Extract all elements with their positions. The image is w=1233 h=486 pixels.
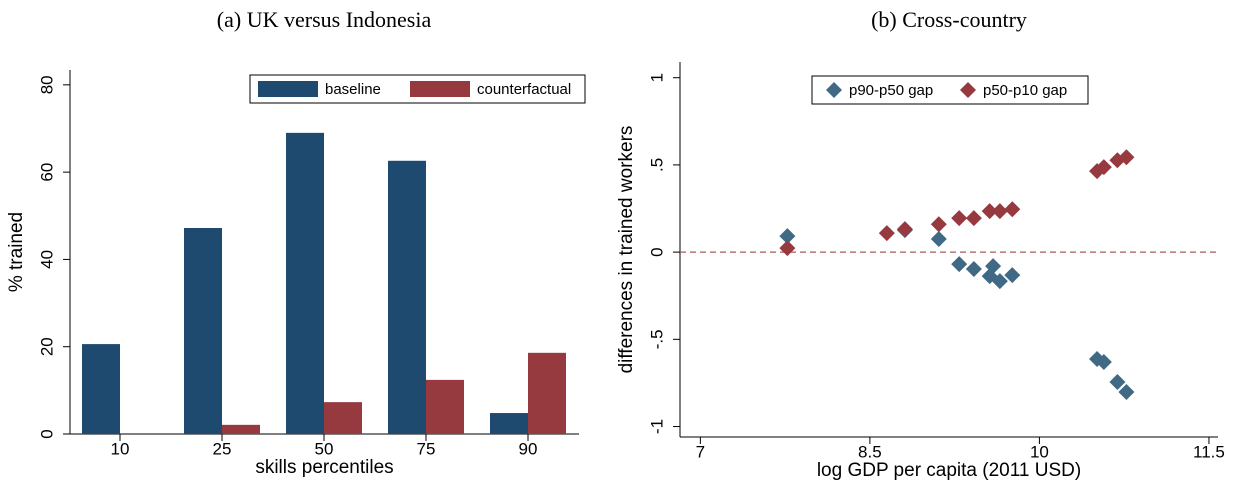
point	[1004, 201, 1021, 218]
y-tick-label: 80	[37, 75, 56, 94]
point	[1118, 384, 1135, 400]
y-axis-title: differences in trained workers	[616, 126, 637, 374]
legend-label: p50-p10 gap	[983, 82, 1067, 99]
point	[1118, 149, 1135, 166]
legend-swatch	[258, 81, 318, 97]
point	[779, 228, 796, 245]
point	[779, 240, 796, 257]
panel-title: (a) UK versus Indonesia	[217, 7, 432, 32]
legend-label: counterfactual	[477, 81, 571, 98]
y-tick-label: .5	[647, 158, 666, 172]
y-tick-label: -1	[647, 419, 666, 434]
point	[930, 231, 947, 248]
panel-title: (b) Cross-country	[871, 7, 1027, 32]
x-tick-label: 75	[417, 439, 436, 458]
point	[965, 210, 982, 227]
legend-marker	[826, 82, 842, 98]
point	[896, 221, 913, 238]
point	[1095, 354, 1112, 370]
bar	[286, 132, 324, 434]
point	[951, 210, 968, 227]
point	[930, 216, 947, 233]
point	[991, 273, 1008, 290]
point	[951, 256, 968, 273]
legend-marker	[960, 82, 976, 98]
bar	[426, 379, 464, 434]
point	[965, 261, 982, 278]
bar	[388, 160, 426, 434]
legend-label: p90-p50 gap	[849, 82, 933, 99]
point	[985, 258, 1002, 275]
y-tick-label: 0	[647, 247, 666, 256]
bar	[528, 352, 566, 434]
point	[991, 203, 1008, 220]
bar	[222, 424, 260, 434]
y-axis-title: % trained	[6, 212, 27, 292]
legend-label: baseline	[325, 81, 381, 98]
legend-swatch	[410, 81, 470, 97]
x-tick-label: 25	[213, 439, 232, 458]
x-tick-label: 8.5	[858, 442, 882, 461]
x-tick-label: 11.5	[1193, 442, 1225, 461]
x-axis-title: skills percentiles	[255, 457, 393, 478]
x-tick-label: 10	[111, 439, 130, 458]
y-tick-label: 1	[647, 73, 666, 82]
legend-box	[811, 75, 1089, 105]
y-tick-label: -.5	[647, 329, 666, 349]
point	[981, 203, 998, 220]
y-tick-label: 60	[37, 163, 56, 182]
x-tick-label: 90	[519, 439, 538, 458]
point	[1109, 374, 1126, 391]
bar	[82, 344, 120, 434]
x-tick-label: 7	[696, 442, 705, 461]
y-tick-label: 0	[37, 429, 56, 438]
point	[1095, 159, 1112, 176]
bar	[324, 402, 362, 434]
point	[878, 225, 895, 242]
y-tick-label: 20	[37, 337, 56, 356]
bar	[490, 413, 528, 434]
x-tick-label: 50	[315, 439, 334, 458]
bar	[184, 227, 222, 434]
x-tick-label: 10	[1030, 442, 1049, 461]
y-tick-label: 40	[37, 250, 56, 269]
x-axis-title: log GDP per capita (2011 USD)	[817, 460, 1081, 481]
point	[1004, 267, 1021, 284]
